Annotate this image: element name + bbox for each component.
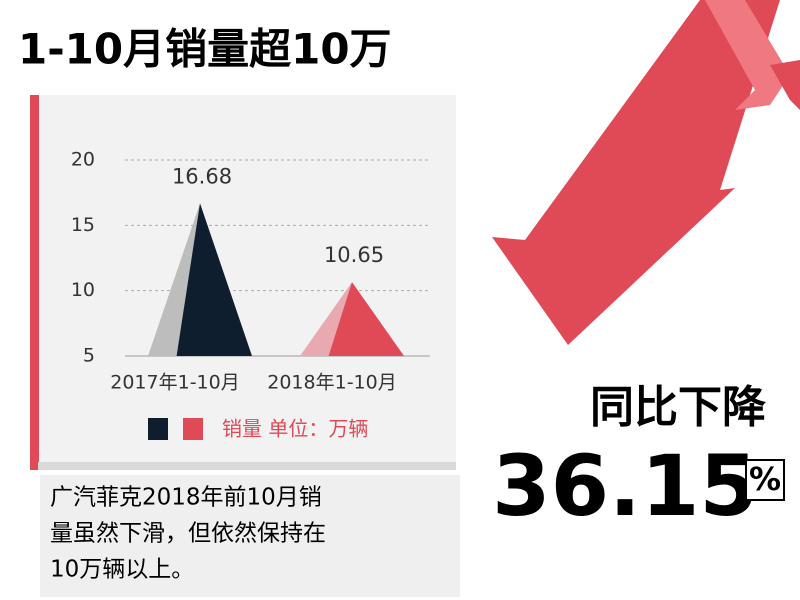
accent-bar — [30, 95, 39, 470]
description-line: 10万辆以上。 — [50, 557, 194, 583]
y-tick-label: 15 — [71, 214, 95, 236]
legend-swatch — [148, 418, 168, 440]
decline-unit: % — [749, 460, 781, 498]
arrow-ribbon — [705, 0, 790, 110]
legend-swatch — [183, 418, 203, 440]
value-label: 10.65 — [324, 243, 384, 267]
title: 1-10月销量超10万 — [18, 25, 392, 74]
triangle — [176, 203, 252, 356]
triangle — [328, 282, 404, 356]
description-panel — [40, 475, 460, 597]
x-tick-label: 2018年1-10月 — [267, 372, 396, 394]
legend-text: 销量 单位：万辆 — [222, 417, 368, 441]
description-line: 广汽菲克2018年前10月销 — [50, 485, 322, 511]
description-line: 量虽然下滑，但依然保持在 — [50, 521, 326, 547]
panel-shadow — [38, 462, 456, 470]
value-label: 16.68 — [172, 164, 232, 188]
down-arrow — [492, 0, 780, 345]
y-tick-label: 10 — [71, 279, 95, 301]
chart-panel — [38, 95, 456, 470]
decline-value: 36.15 — [492, 437, 758, 535]
x-tick-label: 2017年1-10月 — [110, 372, 239, 394]
unit-box — [745, 459, 785, 501]
arrow-ribbon-end — [770, 60, 800, 110]
y-tick-label: 20 — [71, 149, 95, 171]
decline-label: 同比下降 — [590, 382, 766, 433]
y-tick-label: 5 — [83, 345, 95, 367]
